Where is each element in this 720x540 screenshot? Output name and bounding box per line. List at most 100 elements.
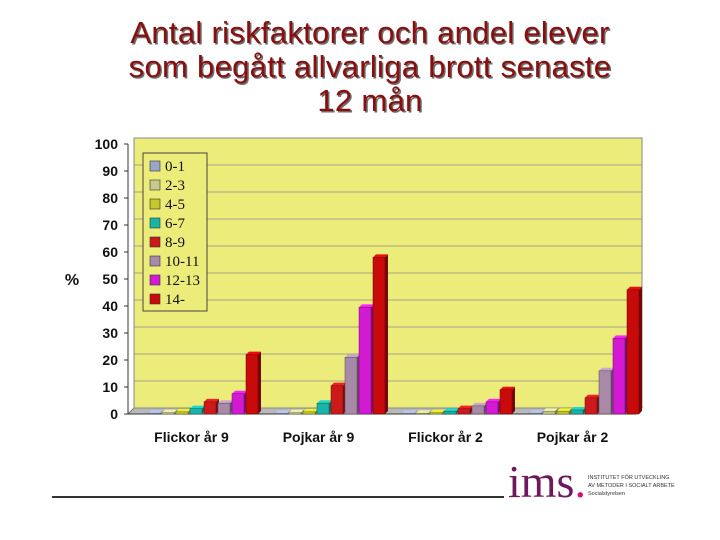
footer-divider bbox=[52, 496, 504, 498]
institute-line-3: Socialstyrelsen bbox=[588, 491, 625, 497]
bar bbox=[570, 409, 584, 415]
bar-top bbox=[458, 405, 473, 409]
institute-line-2: AV METODER I SOCIALT ARBETE bbox=[588, 483, 675, 489]
title-line-3: 12 mån bbox=[317, 83, 423, 118]
bar-side bbox=[287, 410, 290, 414]
bar bbox=[485, 401, 499, 415]
chart-title: Antal riskfaktorer och andel elever som … bbox=[40, 16, 700, 118]
legend-swatch bbox=[149, 198, 161, 210]
legend-label: 4-5 bbox=[165, 197, 185, 213]
y-tick-label: 100 bbox=[95, 136, 119, 152]
logo-dot: . bbox=[574, 456, 586, 507]
bar bbox=[401, 413, 415, 415]
bar-top bbox=[486, 398, 501, 402]
bar-top bbox=[571, 406, 586, 410]
bar-top bbox=[557, 408, 572, 412]
y-tick-label: 10 bbox=[102, 379, 118, 395]
y-tick-label: 90 bbox=[102, 163, 118, 179]
bar bbox=[217, 402, 231, 415]
bar-top bbox=[331, 382, 346, 386]
bar-top bbox=[444, 408, 459, 412]
bar bbox=[598, 370, 612, 415]
bar-side bbox=[160, 410, 163, 414]
bar bbox=[161, 412, 175, 415]
bar-top bbox=[148, 410, 163, 414]
legend-label: 12-13 bbox=[165, 273, 200, 289]
bar-top bbox=[430, 409, 445, 413]
bar bbox=[302, 411, 316, 415]
bar bbox=[245, 354, 259, 415]
bar-side bbox=[512, 386, 515, 414]
bar-top bbox=[416, 410, 431, 414]
legend-label: 6-7 bbox=[165, 216, 185, 232]
legend-swatch bbox=[149, 179, 161, 191]
bar-top bbox=[317, 400, 332, 404]
legend-label: 8-9 bbox=[165, 235, 185, 251]
bar bbox=[288, 412, 302, 415]
x-tick-label: Flickor år 2 bbox=[408, 429, 483, 445]
y-tick-label: 30 bbox=[102, 325, 118, 341]
bar-side bbox=[258, 351, 261, 414]
bar-top bbox=[289, 409, 304, 413]
bar bbox=[344, 357, 358, 415]
bar-side bbox=[174, 409, 177, 414]
ims-logo: ims. bbox=[508, 459, 598, 506]
bar bbox=[612, 338, 626, 415]
y-tick-label: 60 bbox=[102, 244, 118, 260]
bar bbox=[415, 412, 429, 415]
bar bbox=[443, 411, 457, 415]
bar-top bbox=[359, 304, 374, 308]
bar-top bbox=[246, 351, 261, 355]
legend-label: 10-11 bbox=[165, 254, 199, 270]
title-line-2: som begått allvarliga brott senaste bbox=[128, 49, 612, 84]
bar-side bbox=[428, 410, 431, 414]
legend-swatch bbox=[149, 217, 161, 229]
bar bbox=[471, 405, 485, 415]
bar bbox=[175, 411, 189, 415]
bar bbox=[231, 393, 245, 415]
bar-top bbox=[402, 410, 417, 414]
bar bbox=[358, 307, 372, 415]
bar bbox=[316, 402, 330, 415]
bar bbox=[542, 411, 556, 415]
bar-side bbox=[639, 286, 642, 414]
x-tick-label: Pojkar år 2 bbox=[537, 429, 609, 445]
institute-line-1: INSTITUTET FÖR UTVECKLING bbox=[588, 475, 670, 481]
bar-top bbox=[500, 386, 515, 390]
legend-swatch bbox=[149, 293, 161, 305]
bar-top bbox=[162, 409, 177, 413]
bar-top bbox=[529, 410, 544, 414]
bar-top bbox=[232, 390, 247, 394]
bar bbox=[147, 412, 161, 415]
bar bbox=[499, 389, 513, 415]
y-tick-label: 50 bbox=[102, 271, 118, 287]
bar-top bbox=[218, 400, 233, 404]
bar-top bbox=[176, 408, 191, 412]
bar bbox=[189, 408, 203, 415]
y-tick-label: 40 bbox=[102, 298, 118, 314]
bar-top bbox=[472, 402, 487, 406]
bar-top bbox=[303, 408, 318, 412]
bar-top bbox=[599, 367, 614, 371]
bar bbox=[203, 401, 217, 415]
bar-side bbox=[442, 409, 445, 414]
legend-swatch bbox=[149, 236, 161, 248]
y-axis-label: % bbox=[65, 272, 79, 289]
bar bbox=[372, 257, 386, 415]
bar-top bbox=[204, 398, 219, 402]
bar-top bbox=[275, 410, 290, 414]
bar-side bbox=[414, 410, 417, 414]
institute-text: INSTITUTET FÖR UTVECKLING AV METODER I S… bbox=[588, 474, 708, 498]
bar-top bbox=[345, 354, 360, 358]
y-tick-label: 70 bbox=[102, 217, 118, 233]
legend-swatch bbox=[149, 274, 161, 286]
bar bbox=[626, 289, 640, 415]
legend-swatch bbox=[149, 160, 161, 172]
bar-side bbox=[301, 409, 304, 414]
bar-top bbox=[627, 286, 642, 290]
legend-label: 14- bbox=[165, 292, 185, 308]
bar bbox=[584, 397, 598, 415]
bar-side bbox=[555, 408, 558, 414]
bar-top bbox=[613, 335, 628, 339]
